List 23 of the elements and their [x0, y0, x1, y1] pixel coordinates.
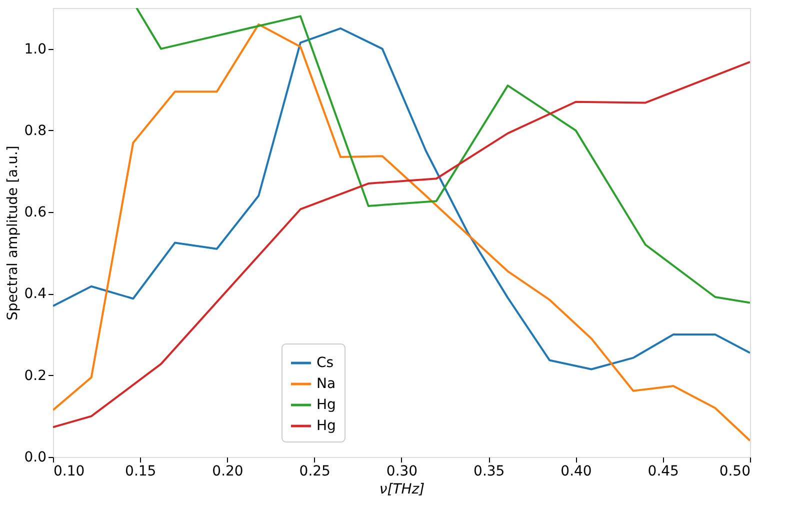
x-tick-label: 0.45 — [648, 464, 679, 480]
x-axis-title: ν[THz] — [379, 482, 425, 498]
y-tick-label: 0.0 — [24, 450, 46, 466]
x-tick-label: 0.20 — [212, 464, 244, 480]
legend-label: Na — [316, 376, 336, 392]
legend-label: Cs — [316, 355, 334, 372]
legend-label: Hg — [316, 397, 336, 414]
legend-label: Hg — [316, 418, 336, 434]
x-tick-label: 0.25 — [299, 464, 330, 480]
y-tick-label: 1.0 — [24, 41, 46, 58]
line-series — [136, 8, 750, 304]
x-tick-label: 0.50 — [719, 464, 750, 480]
y-axis-title: Spectral amplitude [a.u.] — [5, 146, 22, 320]
x-tick-label: 0.40 — [560, 464, 592, 480]
y-tick-label: 0.6 — [24, 204, 47, 221]
y-tick-label: 0.8 — [24, 122, 46, 139]
x-tick-label: 0.15 — [125, 464, 156, 480]
x-tick-label: 0.30 — [386, 464, 418, 480]
x-tick-label: 0.10 — [54, 464, 85, 480]
y-tick-label: 0.4 — [24, 286, 47, 302]
x-tick-label: 0.35 — [474, 464, 505, 480]
y-tick-label: 0.2 — [24, 368, 46, 384]
line-series — [53, 27, 750, 370]
